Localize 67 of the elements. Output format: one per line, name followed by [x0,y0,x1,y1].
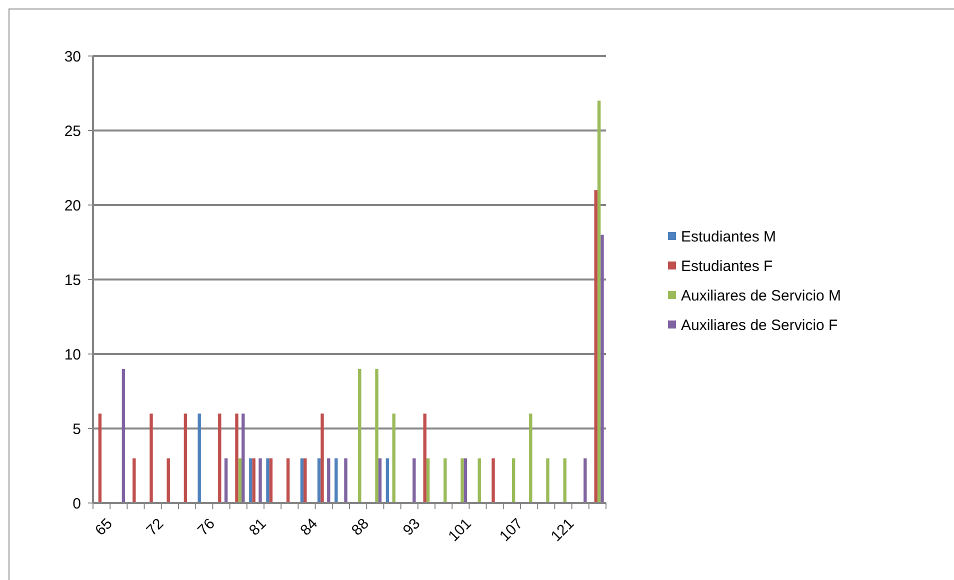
bar [304,458,307,503]
x-tick-label: 65 [92,515,116,540]
bar [218,414,222,503]
legend-label: Estudiantes M [681,228,776,246]
y-tick-label: 0 [72,495,81,512]
bar [597,100,601,503]
bar [150,414,153,503]
x-tick-label: 84 [297,515,322,540]
legend-label: Auxiliares de Servicio M [681,287,842,304]
bar [358,368,362,503]
bar [584,458,587,503]
bar [344,458,348,503]
bar [224,458,228,503]
bar [132,458,136,503]
bar [412,458,416,503]
bar [334,458,338,503]
bar [252,458,256,503]
legend-label: Auxiliares de Servicio F [681,316,838,334]
bar [320,414,324,503]
y-tick-label: 10 [64,346,81,364]
bar [444,458,447,503]
y-tick-label: 5 [72,420,81,438]
x-tick-label: 121 [548,515,578,545]
bar [460,458,464,503]
bar [529,414,532,503]
bar [98,414,102,503]
bar [166,458,170,503]
bar [423,414,426,503]
x-tick-label: 88 [348,515,372,540]
bar [492,458,495,503]
bar [269,458,273,503]
bar [266,458,270,503]
bar [300,458,304,503]
bar [563,458,566,503]
bar [122,368,126,503]
y-tick-label: 15 [64,272,81,289]
bar [238,458,242,503]
y-tick-label: 25 [64,122,81,140]
y-tick-label: 30 [64,48,81,66]
bar [317,458,321,503]
bar [198,414,201,503]
bar [594,190,598,503]
bar [258,458,262,503]
bar [235,414,238,503]
x-tick-label: 81 [246,515,270,540]
bar [392,414,396,503]
legend-label: Estudiantes F [681,258,773,275]
bar [327,458,330,503]
bar [478,458,481,503]
bar [375,368,378,503]
bar [600,234,604,503]
bar [464,458,468,503]
x-tick-label: 72 [143,515,168,540]
y-tick-label: 20 [64,197,81,214]
bar [426,458,430,503]
bar [378,458,382,503]
bar [184,414,188,503]
bar [242,414,245,503]
x-tick-label: 93 [400,515,424,540]
bar [286,458,290,503]
x-tick-label: 107 [496,515,526,545]
bar [249,458,252,503]
bar [512,458,516,503]
x-tick-label: 76 [194,515,218,540]
bar [386,458,390,503]
x-tick-label: 101 [445,515,475,545]
bar [546,458,550,503]
